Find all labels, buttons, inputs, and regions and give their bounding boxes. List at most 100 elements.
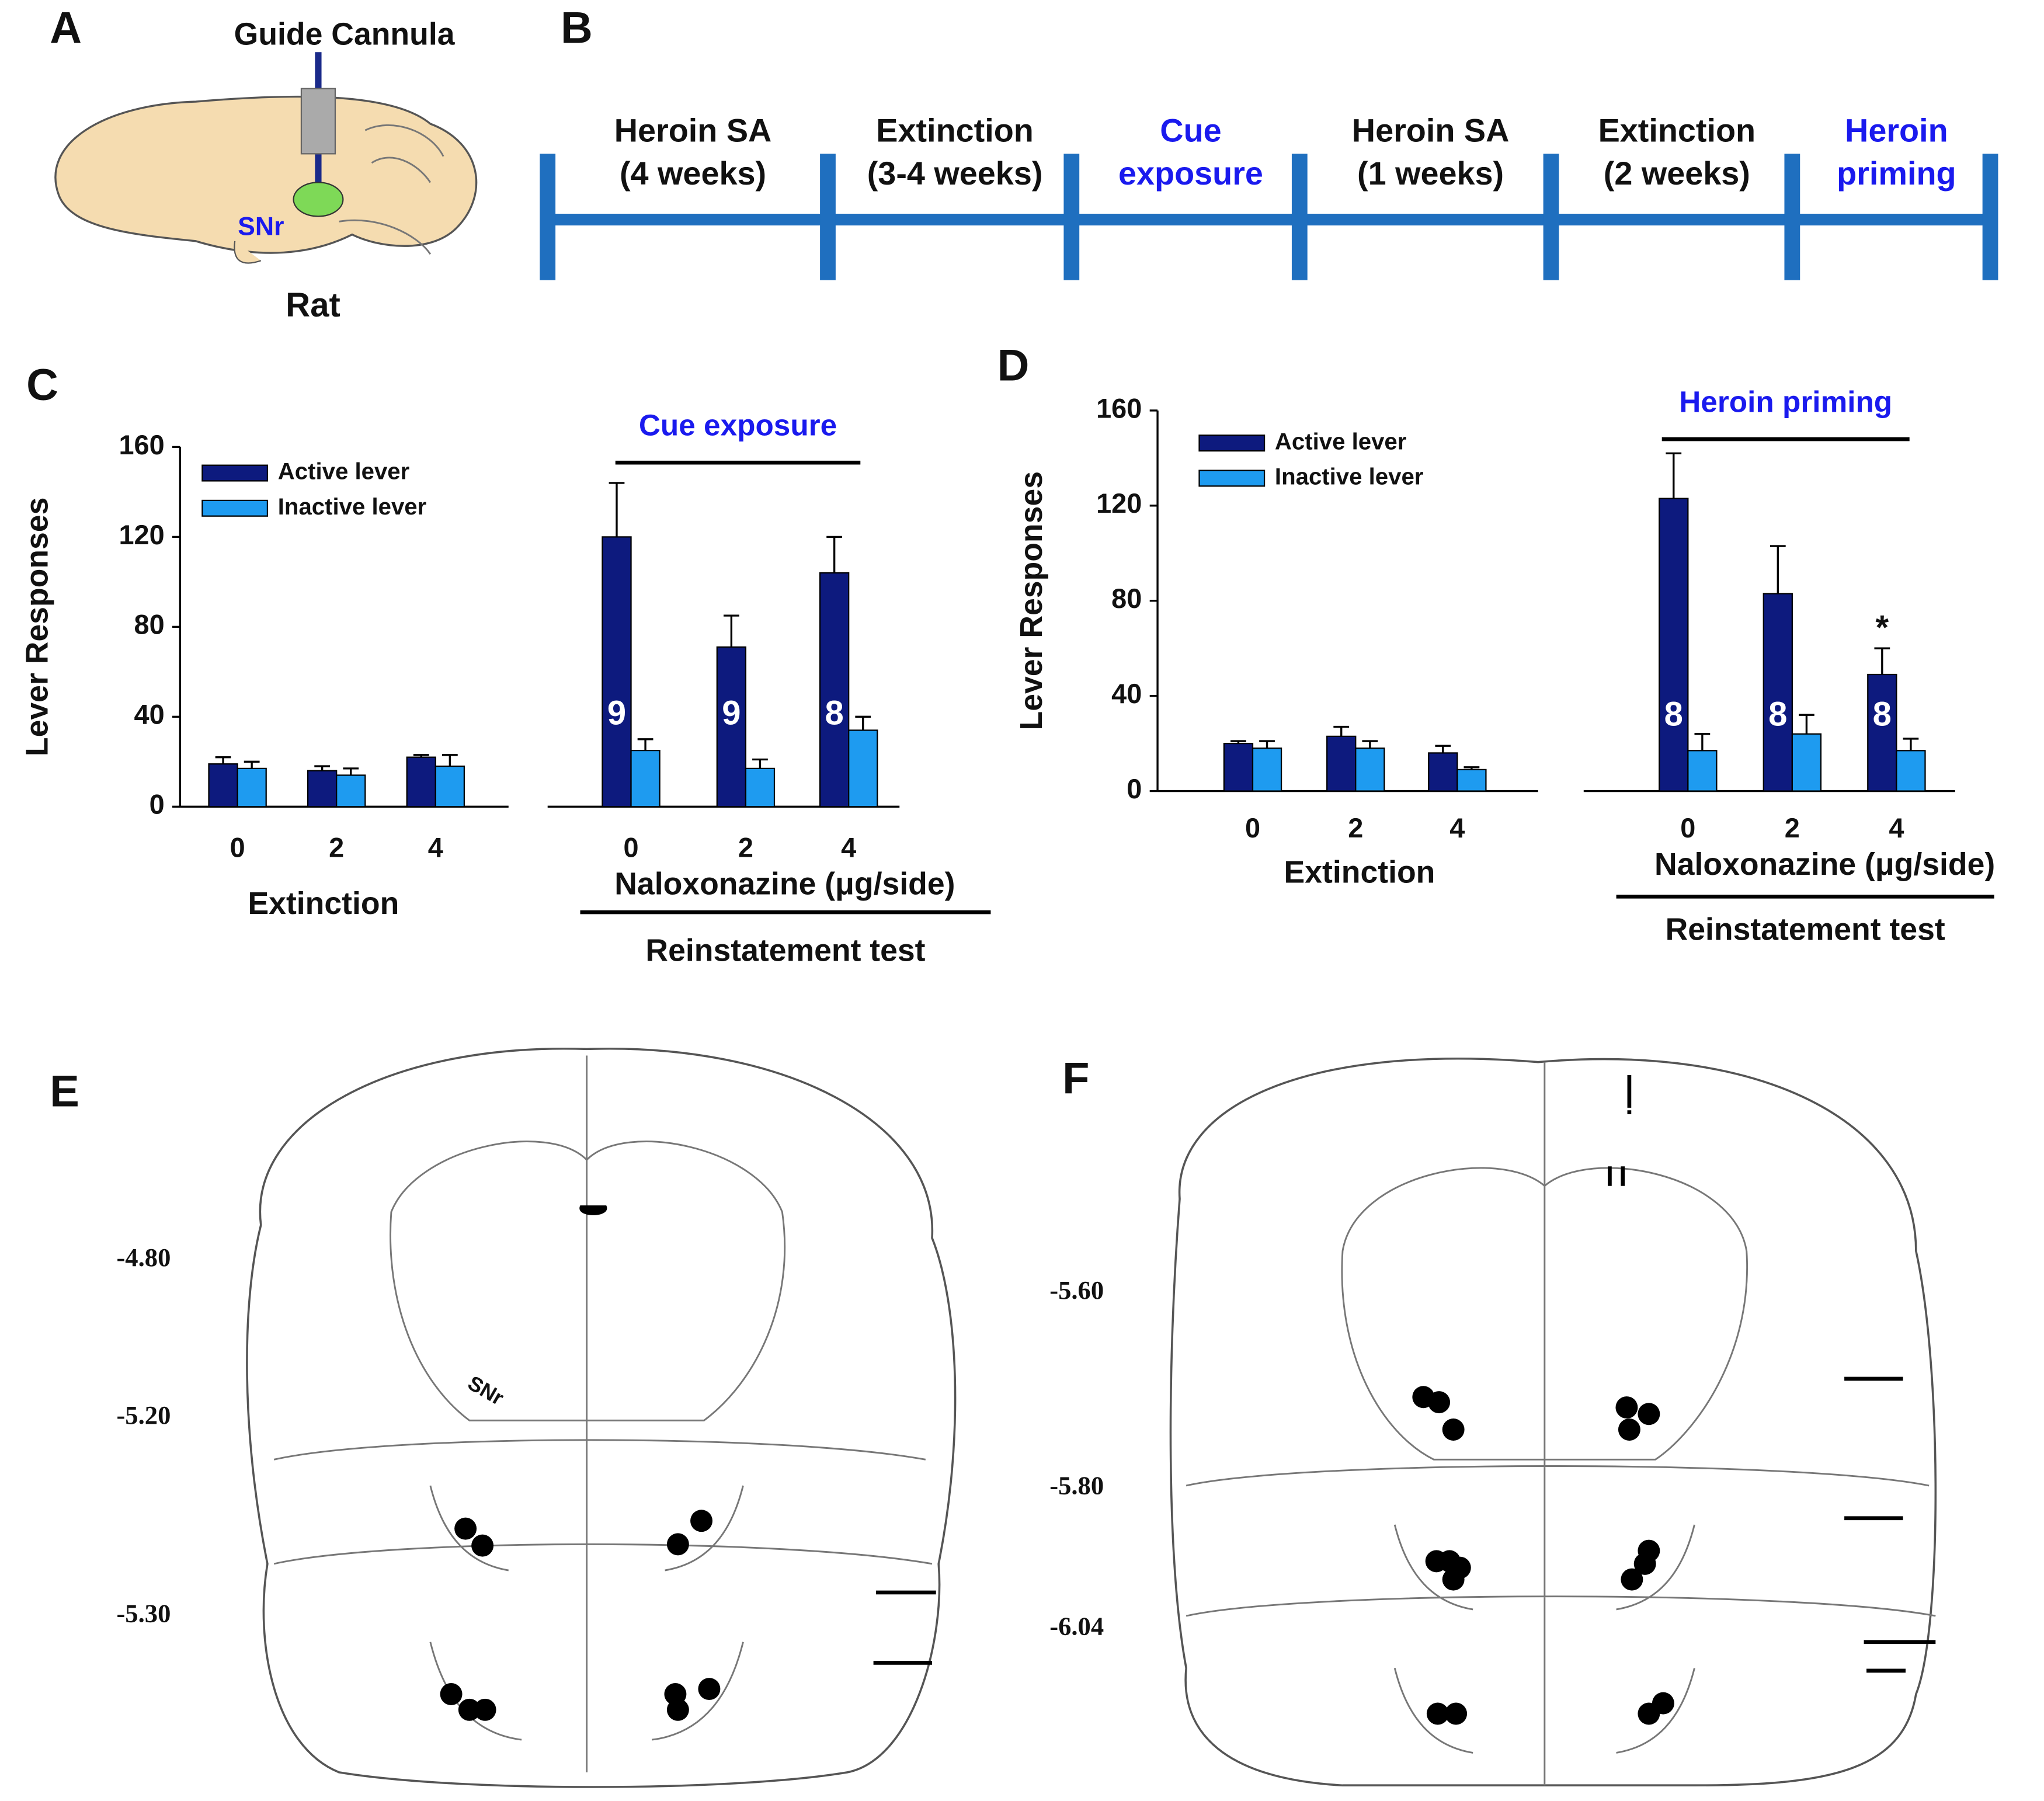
error-bar [855,715,871,731]
n-label: 9 [607,694,626,732]
section-label: -4.80 [116,1243,171,1272]
error-bar [1230,740,1246,744]
error-bar [244,760,260,769]
y-tick-label: 40 [134,700,165,730]
timeline-label: Heroin SA [1352,112,1510,148]
section-outline [1169,1058,1937,1787]
timeline-label: Heroin [1845,112,1948,148]
legend-swatch [1198,470,1266,487]
landmark [579,1205,607,1215]
n-label: 9 [722,694,741,732]
error-bar [723,614,739,648]
bar [307,770,338,808]
n-label: 8 [825,694,844,732]
x-tick-label: 4 [428,832,443,863]
bar [336,774,366,808]
x-tick-label: 0 [230,832,245,863]
bar [745,767,776,808]
panel-label: A [50,4,82,53]
timeline-line [545,213,1992,226]
y-tick-label: 80 [134,610,165,640]
group-label: Extinction [1284,856,1435,890]
section-label: -5.80 [1049,1471,1104,1500]
region-label: SNr [238,212,284,241]
timeline-label: (3-4 weeks) [867,155,1043,192]
brain-sections [246,1047,1937,1788]
snr-target [293,182,344,217]
panel-label: E [50,1067,79,1117]
x-tick-label: 2 [738,832,753,863]
placement-dot [1442,1418,1465,1441]
error-bar [1333,725,1350,736]
section-label: -5.30 [116,1598,171,1628]
y-tick-label: 80 [1111,583,1142,614]
timeline-tick [1982,154,1998,280]
placement-dot [1638,1403,1660,1425]
y-tick-label: 40 [1111,679,1142,709]
placement-dot [1618,1418,1640,1441]
error-bar [1799,714,1814,734]
bar [819,572,850,808]
timeline-label: Heroin SA [614,112,772,148]
y-tick-label: 0 [150,790,165,820]
y-tick-label: 120 [119,520,164,550]
bar [1867,673,1897,792]
bar [1687,750,1718,792]
bar [237,767,267,808]
group-label: Naloxonazine (μg/side) [614,867,955,902]
error-bar [1874,647,1890,674]
placement-dot [1621,1568,1643,1591]
placement-dot [1615,1396,1638,1419]
section-label: -5.20 [116,1400,171,1430]
error-bar [413,754,429,757]
legend-label: Inactive lever [1275,464,1424,490]
x-tick-label: 2 [1785,813,1800,843]
placement-dot [440,1683,463,1705]
bar [434,765,465,808]
error-bar [609,482,625,537]
error-bar [343,767,359,776]
legend-swatch [201,464,269,482]
rat-brain [54,52,478,264]
error-bar [752,758,768,769]
x-tick-label: 0 [1680,813,1695,843]
x-tick-label: 0 [1245,813,1260,843]
placement-dot [471,1534,494,1557]
bar [630,749,661,808]
x-tick-label: 4 [1449,813,1465,843]
legend-swatch [1198,434,1266,452]
bar [1355,747,1385,792]
error-bar [1362,740,1378,749]
timeline-tick [1784,154,1800,280]
placement-dot [1428,1391,1451,1414]
timeline-tick [1543,154,1559,280]
error-bar [826,536,843,573]
bar [716,646,747,808]
timeline-label: (1 weeks) [1357,155,1504,192]
n-label: 8 [1768,696,1787,733]
error-bar [314,765,331,771]
timeline-tick [1291,154,1308,280]
timeline-tick [1063,154,1080,280]
error-bar [1464,766,1480,770]
legend-label: Active lever [1275,428,1407,454]
placement-dot [1442,1568,1465,1591]
panel-label: D [997,341,1030,391]
x-tick-label: 4 [1889,813,1904,843]
timeline-label: Extinction [876,112,1034,148]
n-label: 8 [1873,696,1892,733]
timeline-label: exposure [1118,155,1263,192]
bar [602,536,632,808]
section-detail [390,1141,786,1421]
error-bar [1770,545,1786,594]
timeline-label: (2 weeks) [1604,155,1750,192]
brainstem [234,241,262,264]
error-bar [1666,452,1682,499]
error-bar [1435,745,1451,753]
annotation: Heroin priming [1679,385,1892,418]
placement-dot [690,1510,713,1532]
cannula-label: Guide Cannula [234,18,456,52]
group-label: Extinction [248,886,399,921]
